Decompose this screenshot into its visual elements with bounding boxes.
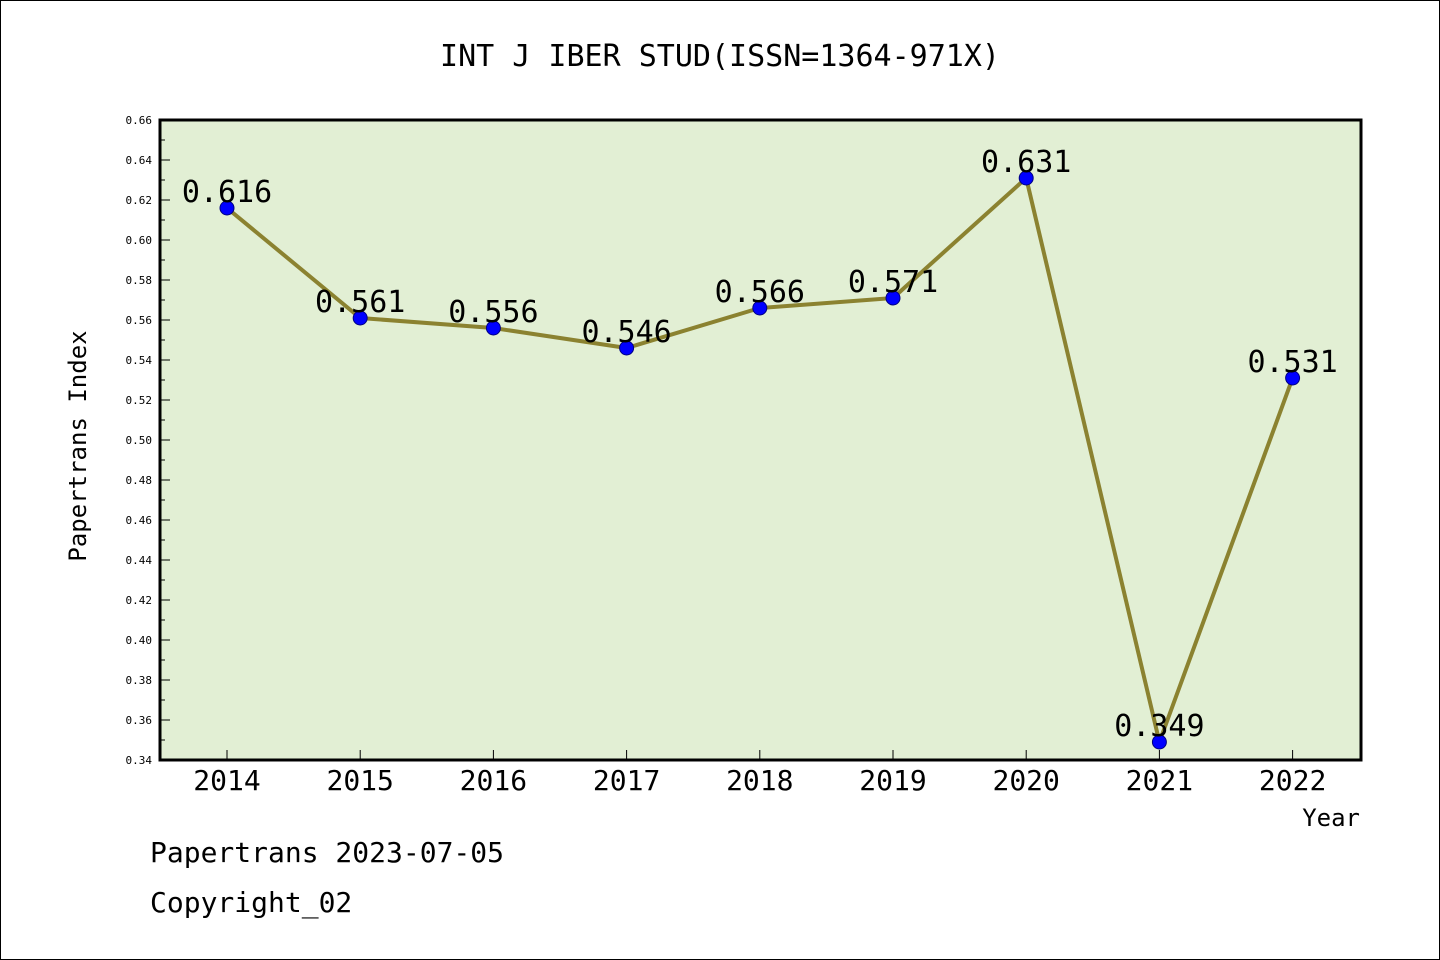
data-label: 0.561 [315,285,405,320]
data-point [485,320,501,336]
x-tick-label: 2017 [593,764,660,797]
data-label: 0.556 [448,295,538,330]
data-point [219,200,235,216]
chart-title: INT J IBER STUD(ISSN=1364-971X) [440,39,1000,74]
data-label: 0.531 [1247,345,1337,380]
y-tick-label: 0.42 [126,594,153,607]
y-tick-label: 0.40 [126,634,153,647]
data-label: 0.616 [182,175,272,210]
x-tick-label: 2020 [992,764,1059,797]
footer-copyright: Copyright_02 [150,886,353,919]
data-point [1285,370,1301,386]
x-tick-label: 2015 [326,764,393,797]
x-tick-label: 2014 [193,764,260,797]
y-tick-label: 0.50 [126,434,153,447]
plot-area [158,118,1363,762]
data-label: 0.571 [848,265,938,300]
data-point [752,300,768,316]
x-tick-label: 2018 [726,764,793,797]
y-axis-label: Papertrans Index [64,330,92,561]
y-tick-label: 0.66 [126,114,153,127]
y-tick-label: 0.38 [126,674,153,687]
y-tick-label: 0.62 [126,194,153,207]
y-tick-label: 0.58 [126,274,153,287]
y-tick-label: 0.60 [126,234,153,247]
series-papertrans-index [219,170,1301,750]
x-axis-label: Year [1302,804,1360,832]
data-label: 0.631 [981,145,1071,180]
data-label: 0.566 [715,275,805,310]
x-tick-label: 2021 [1126,764,1193,797]
x-tick-label: 2022 [1259,764,1326,797]
x-axis: 2014 2015 2016 2017 2018 2019 2020 2021 2022 [193,750,1326,797]
data-point [1151,734,1167,750]
data-labels: 0.616 0.561 0.556 0.546 0.566 0.571 0.631 0.349… [182,145,1338,744]
y-tick-label: 0.52 [126,394,153,407]
x-tick-label: 2019 [859,764,926,797]
data-label: 0.349 [1114,709,1204,744]
data-point [1018,170,1034,186]
y-tick-label: 0.34 [126,754,153,767]
x-tick-label: 2016 [460,764,527,797]
y-tick-label: 0.36 [126,714,153,727]
footer-date: Papertrans 2023-07-05 [150,836,505,869]
data-point [352,310,368,326]
y-tick-label: 0.56 [126,314,153,327]
y-tick-label: 0.48 [126,474,153,487]
y-tick-label: 0.44 [126,554,153,567]
y-tick-label: 0.54 [126,354,153,367]
data-label: 0.546 [581,315,671,350]
y-tick-label: 0.64 [126,154,153,167]
data-point [619,340,635,356]
y-axis: 0.34 0.36 0.38 0.40 0.42 0.44 0.46 0.48 0.50 0.52… [126,114,170,767]
data-point [885,290,901,306]
y-tick-label: 0.46 [126,514,153,527]
